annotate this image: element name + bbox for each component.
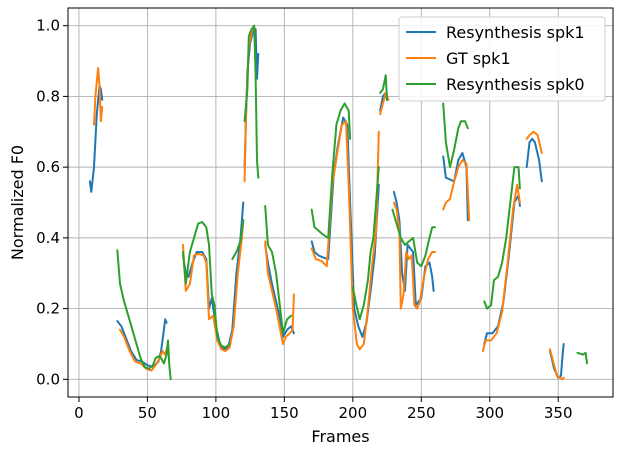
series-line-resynthesis-spk0 [310, 102, 352, 239]
ticks: 0 50 100 150 200 250 300 350 0.0 0.2 0.4 0.6 0.8 1.0 [36, 17, 572, 422]
y-tick-label: 0.2 [36, 300, 60, 318]
series-line-resynthesis-spk1 [88, 84, 104, 193]
series-line-gt-spk1 [93, 67, 104, 126]
series-line-resynthesis-spk0 [264, 205, 293, 335]
series-line-resynthesis-spk0 [182, 221, 231, 349]
x-tick-label: 300 [475, 404, 504, 422]
series-line-gt-spk1 [481, 183, 521, 352]
series-line-gt-spk1 [264, 240, 295, 345]
legend-label: GT spk1 [446, 49, 511, 68]
x-tick-label: 150 [270, 404, 299, 422]
series-line-gt-spk1 [310, 120, 380, 351]
series-line-resynthesis-spk0 [351, 166, 380, 321]
series-line-resynthesis-spk0 [116, 249, 172, 381]
x-axis-label: Frames [311, 427, 369, 446]
legend-label: Resynthesis spk1 [446, 23, 585, 42]
axes-frame [67, 7, 614, 398]
series-line-resynthesis-spk0 [379, 74, 389, 101]
x-tick-label: 250 [407, 404, 436, 422]
series-line-gt-spk1 [525, 130, 543, 154]
series-line-resynthesis-spk0 [442, 102, 469, 169]
x-tick-label: 200 [339, 404, 368, 422]
series-line-resynthesis-spk0 [243, 24, 260, 179]
series-line-resynthesis-spk0 [483, 166, 521, 310]
series-line-gt-spk1 [442, 159, 471, 222]
series-layer [88, 24, 588, 381]
x-tick-label: 50 [138, 404, 157, 422]
x-tick-label: 350 [544, 404, 573, 422]
series-line-resynthesis-spk0 [576, 351, 588, 365]
series-line-resynthesis-spk0 [231, 219, 245, 261]
y-tick-label: 0.6 [36, 158, 60, 176]
series-line-resynthesis-spk1 [525, 137, 543, 183]
y-axis-label: Normalized F0 [8, 145, 27, 260]
x-tick-label: 0 [74, 404, 84, 422]
series-line-resynthesis-spk0 [391, 208, 436, 268]
series-resynthesis-spk0 [116, 24, 588, 381]
legend: Resynthesis spk1 GT spk1 Resynthesis spk0 [398, 16, 606, 102]
x-tick-label: 100 [202, 404, 231, 422]
series-line-gt-spk1 [392, 201, 436, 310]
y-tick-label: 0.0 [36, 370, 60, 388]
series-line-gt-spk1 [549, 348, 565, 381]
y-tick-label: 0.4 [36, 229, 60, 247]
legend-box [398, 16, 606, 102]
legend-label: Resynthesis spk0 [446, 75, 585, 94]
series-line-resynthesis-spk1 [116, 318, 168, 368]
series-line-gt-spk1 [182, 219, 245, 352]
series-line-resynthesis-spk1 [264, 243, 295, 338]
y-tick-label: 1.0 [36, 17, 60, 35]
y-tick-label: 0.8 [36, 87, 60, 105]
